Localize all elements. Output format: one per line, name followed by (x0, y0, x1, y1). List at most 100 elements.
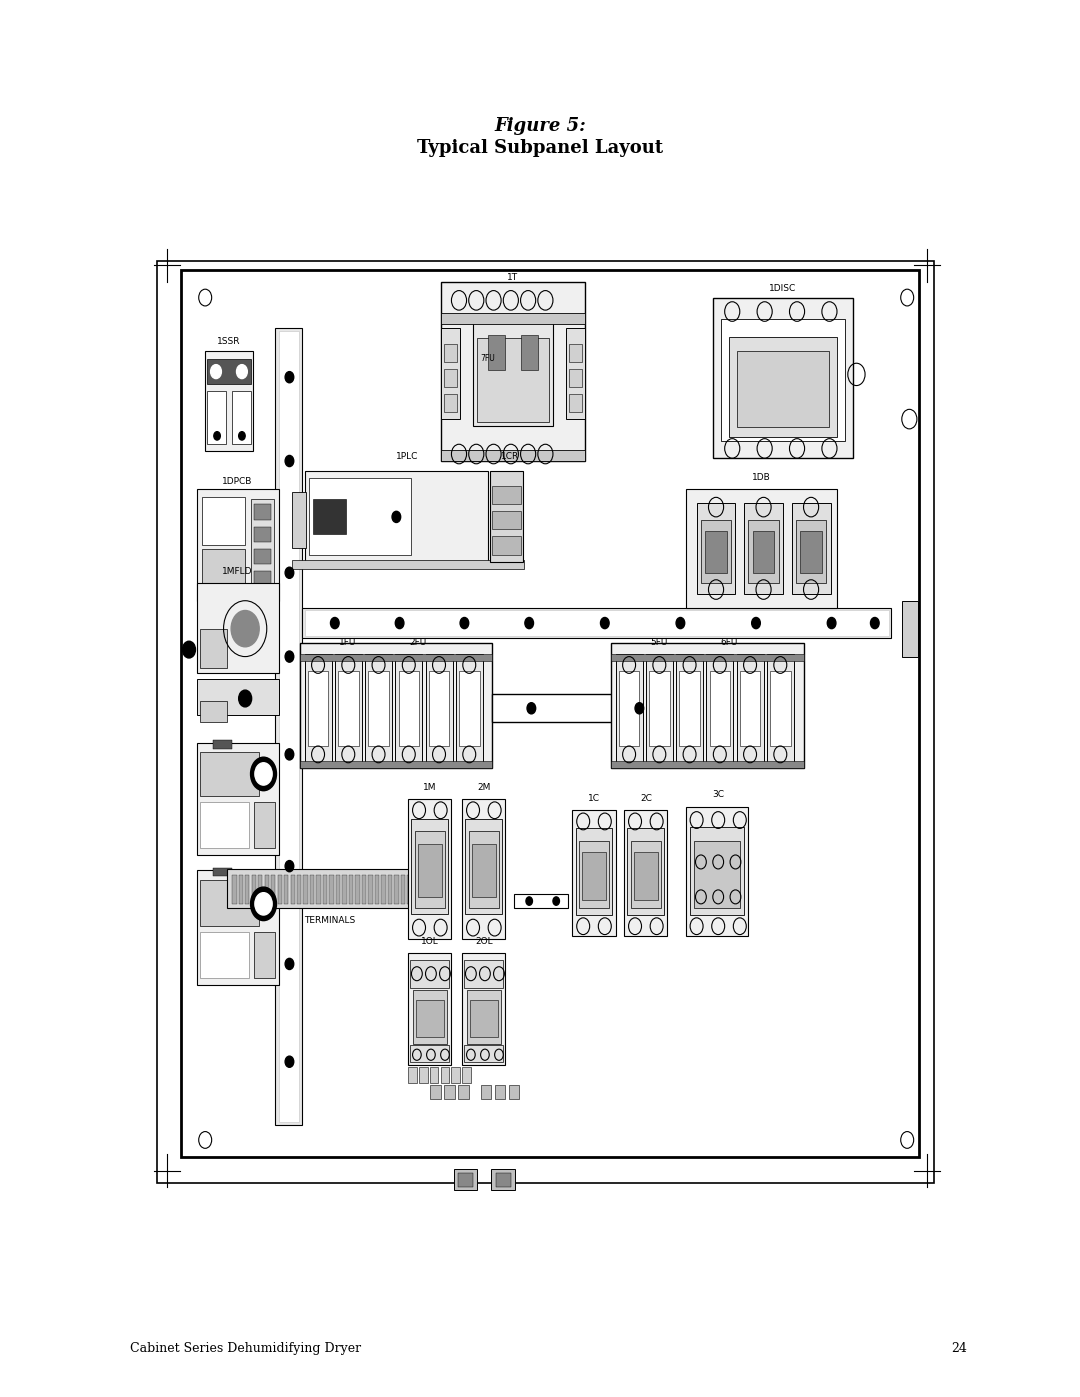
Bar (473, 321, 553, 426)
Text: 2OL: 2OL (475, 937, 492, 946)
Bar (245, 875, 249, 904)
Bar (472, 844, 496, 897)
Bar (305, 654, 332, 763)
Text: 1DPCB: 1DPCB (222, 478, 253, 486)
Circle shape (600, 617, 609, 629)
Bar (213, 868, 232, 876)
Bar (462, 799, 505, 939)
Bar (521, 335, 538, 370)
Bar (200, 880, 259, 926)
Bar (514, 894, 568, 908)
Bar (254, 504, 271, 520)
Bar (456, 654, 483, 763)
Bar (611, 643, 804, 768)
Bar (451, 1067, 460, 1083)
Bar (408, 799, 451, 939)
Circle shape (285, 1056, 294, 1067)
Circle shape (395, 617, 404, 629)
Bar (488, 335, 505, 370)
Bar (611, 654, 804, 661)
Bar (492, 511, 521, 529)
Bar (408, 953, 451, 1065)
Bar (408, 1067, 417, 1083)
Bar (458, 1085, 469, 1099)
Circle shape (231, 610, 259, 647)
Bar (200, 932, 249, 978)
Bar (441, 313, 585, 324)
Bar (496, 1173, 511, 1187)
Circle shape (285, 651, 294, 662)
Circle shape (330, 617, 339, 629)
Bar (394, 875, 399, 904)
Bar (454, 1169, 477, 1190)
Circle shape (285, 372, 294, 383)
Text: TERMINALS: TERMINALS (303, 916, 355, 925)
Bar (200, 752, 259, 796)
Text: 1CR: 1CR (501, 453, 518, 461)
Bar (300, 643, 492, 768)
Text: Cabinet Series Dehumidifying Dryer: Cabinet Series Dehumidifying Dryer (130, 1341, 361, 1355)
Bar (572, 810, 616, 936)
Text: 1MFLD: 1MFLD (222, 567, 253, 576)
Bar (278, 875, 282, 904)
Bar (410, 1045, 449, 1062)
Bar (368, 875, 373, 904)
Bar (200, 629, 227, 668)
Bar (365, 654, 392, 763)
Circle shape (392, 511, 401, 522)
Circle shape (251, 757, 276, 791)
Bar (200, 802, 249, 848)
Bar (444, 344, 457, 362)
Bar (316, 875, 321, 904)
Bar (569, 394, 582, 412)
Bar (375, 875, 379, 904)
Bar (492, 486, 521, 504)
Bar (413, 990, 447, 1044)
Bar (569, 369, 582, 387)
Bar (495, 1085, 505, 1099)
Bar (213, 740, 232, 749)
Bar (232, 391, 251, 444)
Circle shape (527, 703, 536, 714)
Bar (619, 671, 639, 746)
Bar (492, 694, 708, 722)
Text: 1DB: 1DB (752, 474, 771, 482)
Bar (631, 841, 661, 908)
Circle shape (255, 763, 272, 785)
Bar (297, 875, 301, 904)
Bar (368, 671, 389, 746)
Bar (302, 608, 891, 638)
Bar (407, 875, 411, 904)
Bar (767, 654, 794, 763)
Circle shape (460, 617, 469, 629)
Bar (627, 828, 664, 915)
Circle shape (239, 690, 252, 707)
Bar (418, 844, 442, 897)
Circle shape (285, 958, 294, 970)
Bar (310, 875, 314, 904)
Circle shape (285, 749, 294, 760)
Bar (582, 852, 606, 900)
Bar (401, 875, 405, 904)
Bar (649, 671, 670, 746)
Bar (729, 337, 837, 437)
Bar (207, 359, 251, 384)
Circle shape (255, 893, 272, 915)
Bar (706, 654, 733, 763)
Bar (395, 654, 422, 763)
Circle shape (237, 365, 247, 379)
Bar (279, 331, 299, 1122)
Bar (740, 671, 760, 746)
Text: 2FU: 2FU (409, 638, 427, 647)
Bar (676, 654, 703, 763)
Bar (509, 1085, 519, 1099)
Bar (197, 679, 279, 715)
Bar (800, 531, 822, 573)
Bar (469, 831, 499, 908)
Bar (697, 503, 735, 594)
Bar (252, 875, 256, 904)
Bar (265, 875, 269, 904)
Bar (410, 960, 449, 988)
Bar (430, 1067, 438, 1083)
Bar (616, 654, 643, 763)
